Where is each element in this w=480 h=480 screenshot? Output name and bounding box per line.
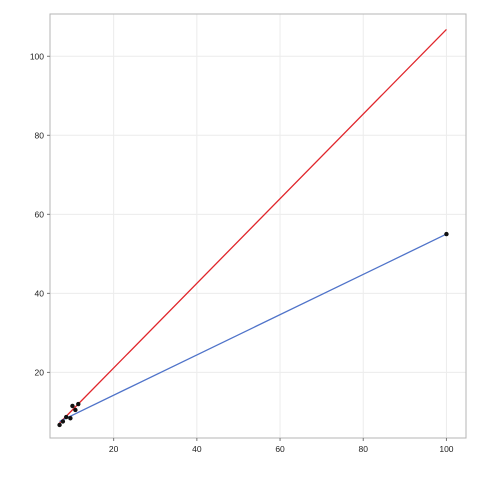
data-point — [68, 416, 73, 421]
data-point — [57, 422, 62, 428]
x-tick-label: 20 — [109, 444, 119, 454]
grid — [50, 14, 466, 438]
y-tick-label: 20 — [35, 367, 45, 377]
x-tick-label: 80 — [359, 444, 369, 454]
y-axis-ticks: 20 40 60 80 100 — [30, 51, 50, 377]
series-lines — [59, 28, 447, 424]
data-point — [60, 419, 66, 424]
y-tick-label: 100 — [30, 51, 44, 61]
x-tick-label: 40 — [192, 444, 202, 454]
y-tick-label: 60 — [35, 209, 45, 219]
x-tick-label: 60 — [275, 444, 285, 454]
data-point — [73, 407, 78, 413]
y-tick-label: 40 — [35, 288, 45, 298]
fit-line-2 — [59, 233, 447, 422]
x-tick-label: 100 — [439, 444, 453, 454]
data-points — [57, 231, 449, 428]
plot-frame — [49, 13, 467, 439]
data-point — [64, 414, 69, 420]
data-point — [70, 403, 75, 409]
fit-line-1 — [59, 28, 447, 424]
y-tick-label: 80 — [35, 130, 45, 140]
data-point — [444, 231, 449, 237]
x-axis-ticks: 20 40 60 80 100 — [109, 438, 454, 454]
data-point — [76, 401, 81, 407]
